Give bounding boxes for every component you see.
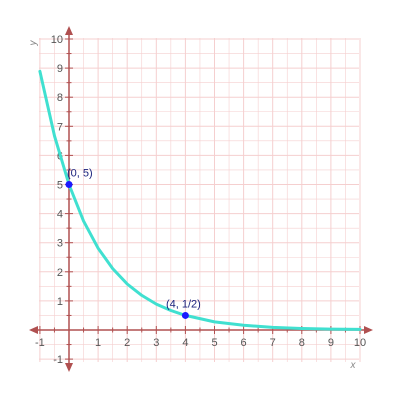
x-tick-label: 5 (211, 337, 217, 349)
x-tick-label: 6 (241, 337, 247, 349)
y-tick-label: 2 (57, 267, 63, 279)
series-curve (38, 69, 362, 331)
y-tick-label: 9 (57, 63, 63, 75)
y-tick-label: 10 (51, 34, 63, 46)
data-point-label: (0, 5) (67, 168, 93, 180)
x-tick-label: -1 (35, 337, 45, 349)
x-tick-label: 10 (354, 337, 366, 349)
x-tick-label: 7 (270, 337, 276, 349)
y-tick-label: 8 (57, 92, 63, 104)
x-tick-label: 1 (95, 337, 101, 349)
y-axis-arrow-up (65, 26, 73, 35)
x-axis-arrow-left (29, 326, 38, 334)
data-point (181, 311, 189, 319)
grid (39, 38, 361, 362)
y-tick-label: 5 (57, 180, 63, 192)
x-tick-label: 3 (153, 337, 159, 349)
x-tick-label: 9 (328, 337, 334, 349)
y-axis-label: y (28, 40, 39, 47)
y-tick-label: 4 (57, 209, 63, 221)
x-tick-label: 8 (299, 337, 305, 349)
y-tick-label: 3 (57, 238, 63, 250)
y-axis-arrow-down (65, 363, 73, 372)
data-point (65, 181, 73, 188)
x-tick-label: 4 (182, 337, 188, 349)
data-point-label: (4, 1/2) (166, 298, 201, 310)
x-axis-arrow-right (364, 326, 373, 334)
y-tick-label: -1 (53, 354, 63, 366)
x-tick-label: 2 (124, 337, 130, 349)
y-tick-label: 1 (57, 296, 63, 308)
points: (0, 5) (4, 1/2) (65, 168, 201, 319)
y-tick-label: 7 (57, 121, 63, 133)
x-axis-label: x (350, 360, 357, 371)
